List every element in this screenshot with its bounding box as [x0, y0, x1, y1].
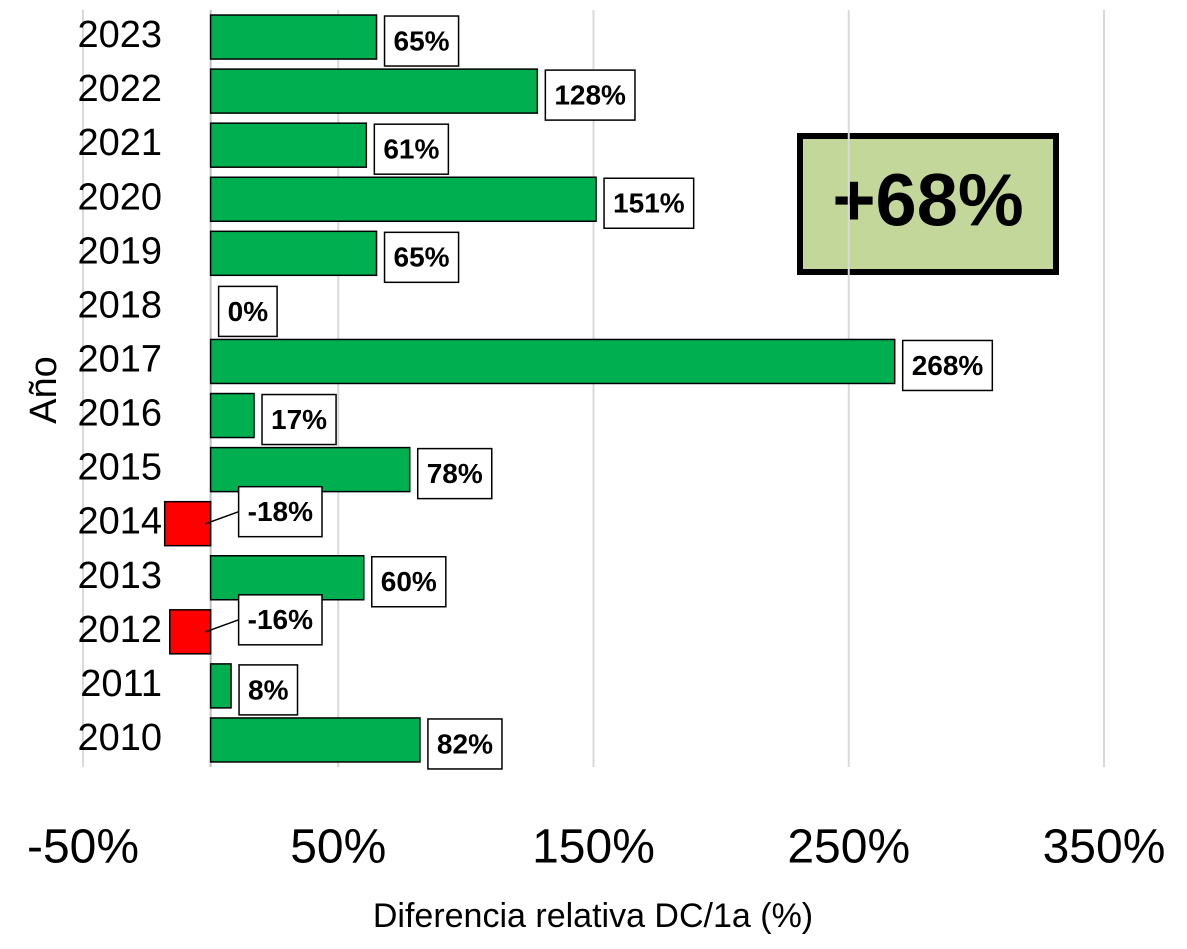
value-label-box: [371, 556, 447, 608]
y-tick-label: 2015: [77, 447, 162, 489]
bar: [209, 68, 539, 114]
value-label: 268%: [912, 350, 984, 381]
value-label-box: [373, 123, 450, 175]
bar: [209, 446, 411, 493]
value-label: -18%: [248, 496, 313, 527]
value-label: 65%: [394, 25, 450, 56]
y-tick-label: 2021: [77, 122, 162, 164]
x-tick-label: 50%: [290, 821, 386, 874]
y-tick-label: 2011: [80, 663, 162, 705]
value-label: 65%: [394, 242, 450, 273]
bar: [209, 338, 896, 385]
value-label-box: [237, 485, 323, 538]
x-tick-label: 150%: [532, 821, 655, 874]
value-label: 82%: [437, 728, 493, 759]
bar: [163, 500, 212, 547]
value-label-box: [427, 718, 503, 770]
value-label-box: [217, 285, 278, 338]
value-label-box: [901, 339, 994, 392]
bar: [209, 122, 368, 168]
leader-line: [205, 510, 239, 525]
annotation-box: [797, 133, 1059, 275]
bar: [209, 230, 378, 277]
value-label: 0%: [228, 296, 269, 327]
bar: [209, 717, 421, 763]
value-label-box: [544, 69, 636, 121]
value-label: 17%: [271, 404, 327, 435]
x-axis-title: Diferencia relativa DC/1a (%): [373, 897, 813, 935]
value-label-box: [261, 393, 337, 446]
x-tick-label: 250%: [787, 821, 910, 874]
y-tick-label: 2018: [77, 284, 162, 326]
x-tick-label: -50%: [27, 821, 139, 874]
bar: [209, 555, 365, 601]
y-tick-label: 2023: [77, 14, 162, 56]
bar: [209, 14, 378, 60]
annotation: +68%: [832, 159, 1023, 242]
value-label: 8%: [248, 674, 289, 705]
value-label-box: [238, 664, 299, 716]
bar: [209, 663, 232, 709]
y-tick-label: 2014: [77, 501, 162, 543]
y-tick-label: 2013: [77, 555, 162, 597]
y-tick-label: 2016: [77, 393, 162, 435]
x-tick-label: 350%: [1043, 821, 1166, 874]
value-label: -16%: [248, 604, 313, 635]
y-tick-label: 2017: [77, 338, 162, 380]
value-label-box: [383, 15, 460, 67]
value-label: 151%: [613, 188, 685, 219]
bar: [169, 609, 212, 655]
bar: [209, 392, 255, 439]
value-label: 128%: [554, 79, 626, 110]
value-label-box: [603, 177, 695, 229]
y-axis-title: Año: [23, 356, 65, 424]
y-tick-label: 2019: [77, 230, 162, 272]
y-tick-label: 2010: [77, 717, 162, 759]
y-tick-label: 2022: [77, 68, 162, 110]
value-label: 61%: [383, 134, 439, 165]
y-tick-label: 2012: [77, 609, 162, 651]
value-label-box: [416, 447, 493, 500]
value-label: 78%: [427, 458, 483, 489]
value-label: 60%: [381, 566, 437, 597]
bar: [209, 176, 597, 222]
y-tick-label: 2020: [77, 176, 162, 218]
value-label-box: [237, 594, 323, 646]
leader-line: [205, 619, 239, 633]
value-label-box: [383, 231, 460, 284]
